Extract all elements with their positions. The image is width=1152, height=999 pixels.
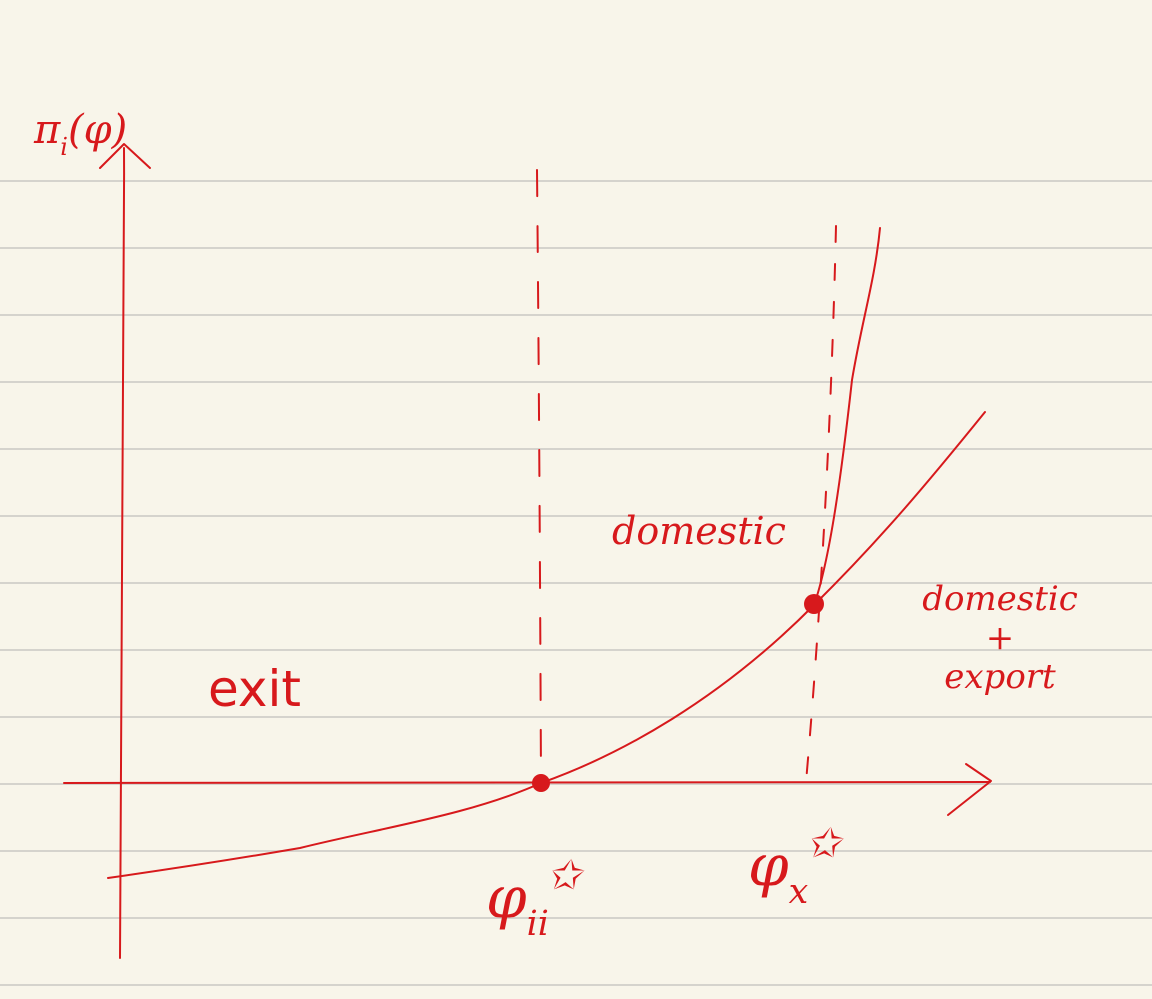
y-axis-arrowhead xyxy=(99,143,151,169)
y-axis xyxy=(119,147,126,959)
phi-x-star-icon: ✩ xyxy=(806,819,841,867)
ruled-lines xyxy=(0,180,1152,986)
phi-ii-threshold-label: φii✩ xyxy=(486,855,581,942)
domestic-export-plus: + xyxy=(985,618,1015,659)
phi-ii-symbol: φ xyxy=(486,863,527,932)
y-axis-label-pi: π xyxy=(34,107,61,153)
phi-x-symbol: φ xyxy=(748,831,789,900)
domestic-profit-curve xyxy=(107,411,986,879)
x-axis-arrowhead xyxy=(947,763,992,816)
domestic-export-region-label: domestic + export xyxy=(900,579,1100,698)
exit-region-label: exit xyxy=(208,660,301,718)
phi-ii-star-icon: ✩ xyxy=(546,851,581,899)
y-axis-label-sub: i xyxy=(60,133,68,161)
phi-ii-dashed-line xyxy=(536,169,542,783)
export-profit-curve xyxy=(813,227,881,606)
domestic-export-line1: domestic xyxy=(922,579,1078,619)
x-axis xyxy=(63,781,991,784)
phi-x-subscript: x xyxy=(788,871,809,912)
phi-x-point xyxy=(804,594,824,614)
y-axis-label: πi(φ) xyxy=(34,110,127,159)
phi-x-threshold-label: φx✩ xyxy=(748,823,840,910)
y-axis-label-arg: (φ) xyxy=(67,107,128,153)
phi-ii-subscript: ii xyxy=(526,903,549,944)
phi-ii-point xyxy=(532,774,550,792)
domestic-region-label: domestic xyxy=(612,509,786,553)
phi-x-dashed-line xyxy=(805,225,837,783)
domestic-export-line2: export xyxy=(944,657,1056,698)
